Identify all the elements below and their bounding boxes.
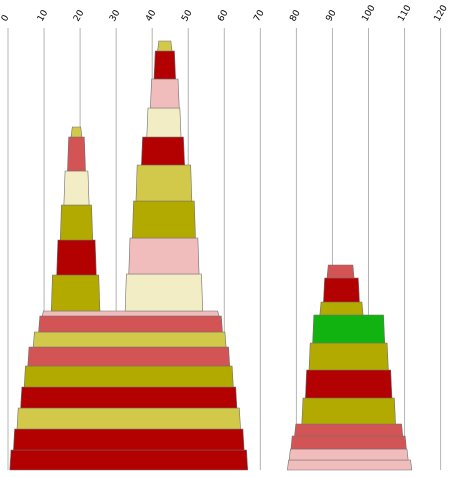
- x-tick-label: 120: [433, 3, 450, 23]
- chart-marks: [9, 40, 413, 471]
- bar-segment: [290, 435, 407, 450]
- x-tick-label: 80: [288, 8, 303, 23]
- stack-group-2: [50, 126, 101, 312]
- bar-segment: [27, 346, 231, 367]
- bar-segment: [41, 310, 220, 317]
- bar-segment: [59, 204, 94, 241]
- bar-segment: [294, 423, 404, 437]
- bar-segment: [308, 342, 389, 371]
- x-tick-label: 40: [144, 8, 159, 23]
- x-tick-label: 50: [180, 8, 195, 23]
- bar-segment: [20, 386, 238, 409]
- bar-segment: [301, 397, 396, 425]
- bar-segment: [146, 107, 182, 138]
- x-tick-label: 30: [108, 8, 123, 23]
- stack-group-3: [124, 40, 203, 312]
- bar-segment: [132, 200, 196, 239]
- bar-segment: [23, 365, 234, 388]
- bar-segment: [288, 448, 409, 461]
- tick-labels: 0 10 20 30 40 50 60 70 80 90 100 110 120: [0, 3, 450, 23]
- stack-group-1: [9, 310, 249, 471]
- bar-segment: [305, 369, 393, 399]
- bar-segment: [50, 274, 101, 312]
- bar-segment: [153, 50, 176, 80]
- bar-segment: [287, 459, 413, 471]
- bar-segment: [323, 277, 360, 303]
- bar-segment: [38, 315, 223, 333]
- bar-segment: [128, 237, 200, 275]
- x-tick-label: 10: [36, 8, 51, 23]
- bar-segment: [56, 239, 97, 276]
- bar-segment: [16, 407, 241, 430]
- bar-segment: [124, 273, 203, 312]
- bar-segment: [141, 136, 185, 166]
- x-tick-label: 20: [72, 8, 87, 23]
- x-tick-label: 110: [396, 3, 413, 23]
- x-tick-label: 70: [252, 8, 267, 23]
- x-tick-label: 60: [216, 8, 231, 23]
- bar-segment: [32, 331, 227, 348]
- bar-segment: [157, 40, 173, 52]
- bar-segment: [150, 78, 180, 109]
- x-tick-label: 100: [360, 3, 377, 23]
- bar-segment: [67, 136, 86, 172]
- bar-segment: [312, 314, 386, 344]
- bar-segment: [9, 449, 249, 471]
- bar-segment: [135, 164, 193, 202]
- bar-segment: [326, 264, 355, 279]
- stack-group-4: [287, 264, 413, 471]
- bar-segment: [70, 126, 83, 138]
- x-tick-label: 90: [324, 8, 339, 23]
- bar-segment: [63, 170, 90, 206]
- bar-segment: [13, 428, 245, 451]
- bar-segment: [319, 301, 364, 316]
- x-tick-label: 0: [0, 13, 12, 23]
